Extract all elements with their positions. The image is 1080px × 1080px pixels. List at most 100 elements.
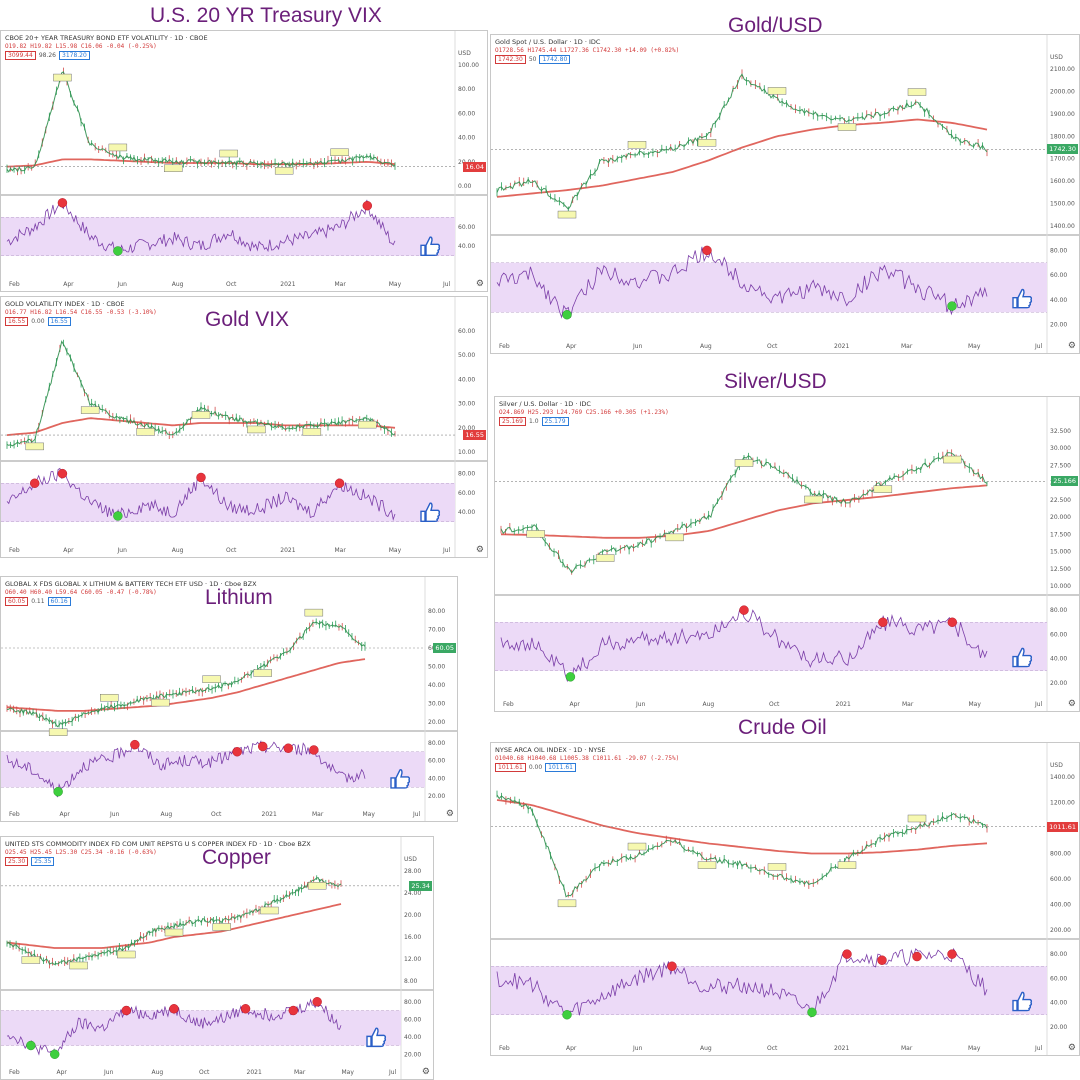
chart-svg: 80.00 70.00 60.00 50.00 40.00 30.00 20.00 80.00… <box>1 577 457 821</box>
price-callout <box>69 961 88 970</box>
time-axis-label: Jul <box>1034 1045 1043 1052</box>
overbought-marker <box>30 478 40 488</box>
ask-box[interactable]: 60.16 <box>47 597 71 606</box>
settings-gear-icon[interactable]: ⚙ <box>445 808 454 818</box>
price-callout <box>212 923 231 931</box>
currency-label: USD <box>1050 762 1063 769</box>
settings-gear-icon[interactable]: ⚙ <box>421 1066 430 1076</box>
price-axis-label: 800.00 <box>1050 851 1071 858</box>
thumbs-up-shape <box>420 236 441 257</box>
time-axis-label: Feb <box>499 1045 510 1052</box>
thumbs-up-icon <box>420 502 441 523</box>
overbought-marker <box>240 1004 251 1014</box>
time-axis-label: Feb <box>9 281 20 288</box>
bid-box[interactable]: 60.05 <box>5 597 29 606</box>
rsi-axis-label: 80.00 <box>458 471 475 478</box>
price-axis-label: 80.00 <box>458 86 475 93</box>
rsi-axis-label: 60.00 <box>458 490 475 497</box>
settings-gear-icon[interactable]: ⚙ <box>475 544 484 554</box>
price-callout <box>943 455 962 464</box>
rsi-axis-label: 80.00 <box>404 999 421 1006</box>
overbought-marker <box>312 997 322 1007</box>
overbought-marker <box>878 617 888 627</box>
price-callout <box>274 167 294 175</box>
rsi-axis-label: 80.00 <box>1050 951 1067 958</box>
settings-gear-icon[interactable]: ⚙ <box>1067 340 1076 350</box>
ohlc-readout: O24.869 H25.293 L24.769 C25.166 +0.305 (… <box>499 409 669 416</box>
ask-box[interactable]: 1011.61 <box>545 763 576 772</box>
price-callout <box>164 928 184 937</box>
thumbs-up-icon <box>390 769 411 789</box>
price-callout <box>767 87 787 95</box>
bid-box[interactable]: 16.55 <box>5 317 29 326</box>
time-axis-label: Oct <box>767 1045 778 1052</box>
bid-box[interactable]: 1742.30 <box>495 55 526 64</box>
price-callout <box>526 530 545 538</box>
settings-gear-icon[interactable]: ⚙ <box>1067 698 1076 708</box>
currency-label: USD <box>458 50 471 57</box>
last-price-tag: 1011.61 <box>1047 821 1078 832</box>
moving-average-line <box>6 417 396 436</box>
ask-box[interactable]: 16.55 <box>47 317 71 326</box>
time-axis-label: Aug <box>703 701 715 708</box>
oversold-marker <box>562 1010 572 1020</box>
settings-gear-icon[interactable]: ⚙ <box>1067 1042 1076 1052</box>
bid-box[interactable]: 25.169 <box>499 417 526 426</box>
price-callout <box>697 861 717 869</box>
price-callout <box>136 428 155 436</box>
ohlc-readout: O16.77 H16.82 L16.54 C16.55 -0.53 (-3.10… <box>5 309 157 316</box>
price-axis-label: 80.00 <box>428 608 445 615</box>
ask-box[interactable]: 25.35 <box>31 857 55 866</box>
moving-average-line <box>496 799 988 855</box>
bid-box[interactable]: 1011.61 <box>495 763 526 772</box>
thumbs-up-shape <box>420 502 441 523</box>
price-axis-label: 60.00 <box>458 328 475 335</box>
time-axis-label: Oct <box>226 281 237 288</box>
rsi-axis-label: 60.00 <box>404 1016 421 1023</box>
price-callout <box>151 698 170 707</box>
ask-box[interactable]: 25.179 <box>541 417 569 426</box>
last-price-tag: 25.166 <box>1051 476 1078 487</box>
time-axis-label: Jun <box>109 811 120 818</box>
price-line <box>496 794 988 898</box>
price-axis-label: 16.00 <box>404 934 421 941</box>
bid-box[interactable]: 25.30 <box>5 857 29 866</box>
time-axis-label: Apr <box>63 547 74 554</box>
bid-box[interactable]: 3099.44 <box>5 51 36 60</box>
price-boxes: 25.169 1.0 25.179 <box>499 417 572 426</box>
rsi-axis-label: 40.00 <box>458 243 475 250</box>
price-axis-label: 20.00 <box>458 425 475 432</box>
price-axis-label: 70.00 <box>428 627 445 634</box>
rsi-band <box>495 622 1047 671</box>
price-callout <box>665 533 684 542</box>
rsi-line <box>6 740 366 798</box>
price-callout <box>837 123 857 131</box>
overbought-marker <box>947 617 957 627</box>
thumbs-up-shape <box>390 769 411 789</box>
moving-average-line <box>500 484 988 539</box>
time-axis-label: Apr <box>570 701 581 708</box>
time-axis-label: Feb <box>499 343 510 350</box>
time-axis-label: Jun <box>635 701 646 708</box>
price-callout <box>202 675 221 683</box>
rsi-axis-label: 20.00 <box>428 793 445 800</box>
chart-svg: 1400.001200.001000.00800.00600.00400.002… <box>491 743 1079 1055</box>
ohlc-readout: O1040.68 H1040.68 L1005.38 C1011.61 -29.… <box>495 755 680 762</box>
price-boxes: 1742.30 50 1742.80 <box>495 55 573 64</box>
price-axis-label: 2100.00 <box>1050 66 1075 73</box>
price-callout <box>307 882 327 890</box>
time-axis-label: Mar <box>335 281 347 288</box>
price-callout <box>247 425 266 434</box>
ask-box[interactable]: 1742.80 <box>539 55 571 64</box>
chart-header: Gold Spot / U.S. Dollar · 1D · IDC <box>495 38 601 46</box>
ask-box[interactable]: 3178.20 <box>59 51 90 60</box>
price-axis-label: 60.00 <box>458 110 475 117</box>
price-axis-label: 30.00 <box>458 401 475 408</box>
price-axis-label: 32.500 <box>1050 428 1071 435</box>
price-axis-label: 1800.00 <box>1050 133 1075 140</box>
price-callout <box>734 459 754 467</box>
panel-silver-usd: 32.50030.00027.50025.00022.50020.00017.5… <box>494 396 1080 712</box>
settings-gear-icon[interactable]: ⚙ <box>475 278 484 288</box>
price-callout <box>80 406 100 414</box>
time-axis-label: 2021 <box>247 1069 262 1076</box>
